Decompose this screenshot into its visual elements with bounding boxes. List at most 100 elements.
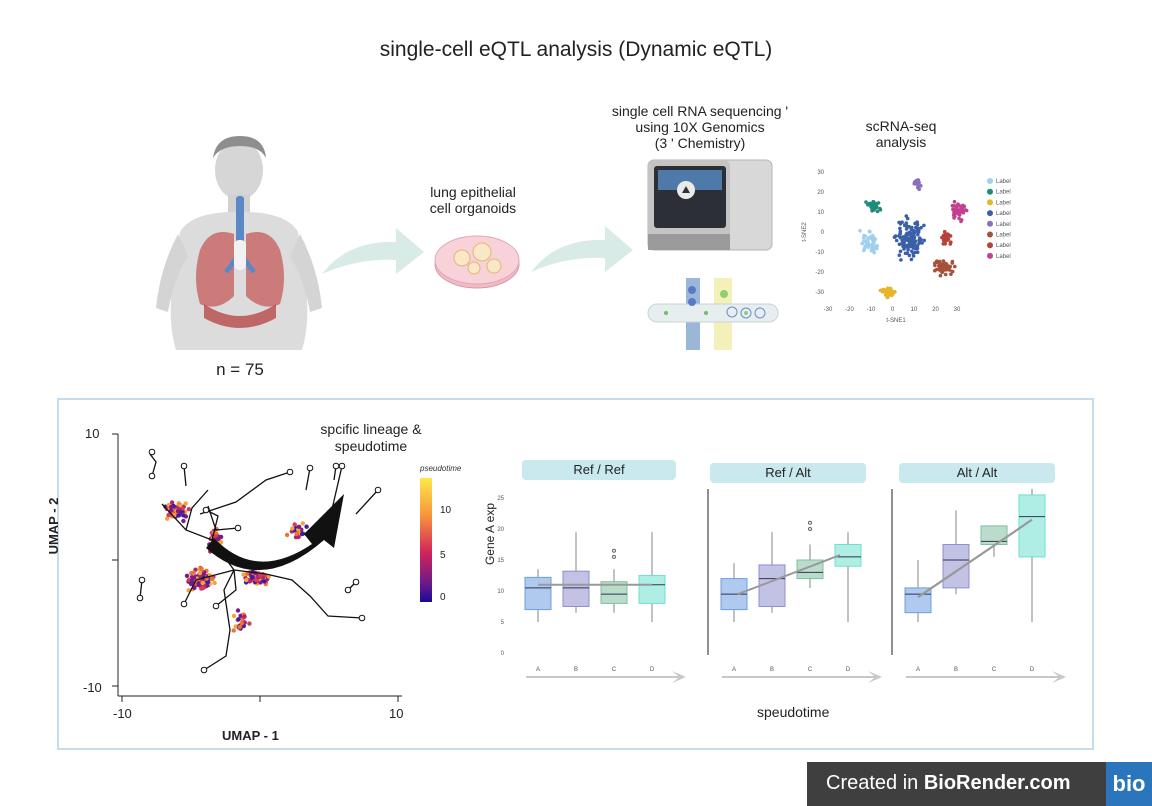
boxplot-ytick: 0 — [501, 651, 505, 657]
biorender-logo: bio — [1106, 762, 1152, 806]
tsne-cell-point — [905, 245, 910, 249]
tsne-cell-point — [885, 295, 890, 300]
tsne-ytick: 10 — [817, 210, 824, 216]
tsne-cell-point — [941, 259, 946, 263]
trajectory-endpoint — [148, 472, 156, 480]
umap-cell-point — [235, 608, 241, 613]
umap-cell-point — [284, 532, 290, 538]
trajectory-endpoint — [344, 586, 352, 594]
umap-xtick-left: -10 — [113, 706, 132, 721]
figure-title: single-cell eQTL analysis (Dynamic eQTL) — [379, 38, 773, 61]
tsne-cell-point — [916, 230, 921, 234]
tsne-cell-point — [870, 208, 874, 213]
tsne-cell-point — [903, 251, 908, 256]
trend-line — [917, 518, 1033, 599]
umap-cell-point — [294, 531, 299, 536]
tsne-cell-point — [898, 222, 903, 226]
tsne-ytick: 0 — [821, 230, 825, 236]
umap-cell-point — [176, 513, 181, 518]
umap-cell-point — [169, 504, 174, 510]
tsne-cell-point — [871, 241, 875, 246]
tsne-cell-point — [904, 214, 909, 218]
colorbar-tick-0: 0 — [440, 592, 446, 603]
tsne-cell-point — [916, 184, 920, 188]
umap-cell-point — [201, 571, 206, 576]
tsne-cell-point — [919, 184, 923, 188]
tsne-cell-point — [907, 253, 912, 258]
tsne-cell-point — [944, 239, 948, 243]
trajectory-branch — [207, 505, 239, 531]
tsne-cell-point — [956, 203, 961, 207]
boxplot-box — [600, 581, 628, 604]
tsne-cell-point — [878, 208, 883, 212]
trajectory-endpoint — [202, 506, 210, 514]
umap-cell-point — [290, 526, 295, 531]
tsne-cell-point — [953, 207, 958, 212]
umap-cell-point — [192, 585, 197, 591]
umap-cell-point — [180, 506, 185, 511]
tsne-cell-point — [937, 264, 941, 268]
tsne-cell-point — [944, 265, 948, 269]
boxplot-box — [834, 544, 862, 567]
umap-cell-point — [250, 575, 255, 580]
umap-cell-point — [244, 571, 250, 576]
umap-cell-point — [210, 576, 215, 582]
boxplot-category-tick: C — [992, 667, 997, 673]
tsne-cell-point — [959, 206, 963, 210]
lineage-trajectory — [136, 448, 382, 674]
biorender-banner[interactable] — [807, 762, 1152, 806]
umap-cell-point — [205, 579, 211, 585]
tsne-cell-point — [915, 246, 920, 251]
tsne-cell-point — [900, 241, 905, 246]
tsne-cell-point — [938, 273, 943, 278]
tsne-cell-point — [916, 232, 920, 237]
tsne-cell-point — [935, 259, 939, 263]
tsne-cell-point — [897, 242, 902, 247]
tsne-legend-label: Label — [996, 243, 1011, 249]
umap-cell-point — [186, 507, 191, 512]
trajectory-endpoint — [180, 600, 188, 608]
tsne-cell-point — [873, 204, 877, 209]
tsne-cell-point — [952, 204, 957, 208]
dynamic-eqtl-panel — [57, 398, 1094, 750]
umap-cell-point — [231, 613, 237, 619]
trajectory-endpoint — [286, 468, 294, 476]
umap-ylabel: UMAP - 2 — [46, 497, 61, 555]
trajectory-endpoint — [338, 462, 346, 470]
umap-cell-point — [247, 579, 253, 584]
pseudotime-arrow-icon — [906, 671, 1066, 683]
tsne-cell-point — [943, 272, 948, 277]
tsne-cell-point — [922, 223, 926, 228]
pseudotime-arrow-icon — [722, 671, 882, 683]
petri-dish-icon — [434, 235, 520, 289]
tsne-cell-point — [914, 221, 918, 225]
tsne-cell-point — [866, 245, 870, 249]
boxplot-ylabel: Gene A exp — [483, 502, 497, 566]
boxplot-category-tick: C — [808, 667, 813, 673]
tsne-xtick: -30 — [824, 307, 833, 313]
boxplot-box — [524, 576, 552, 611]
biorender-text: Created in BioRender.com — [826, 772, 1071, 794]
tsne-ytick: -20 — [815, 270, 824, 276]
tsne-cell-point — [952, 199, 957, 204]
tsne-cell-point — [875, 244, 879, 248]
tsne-cell-point — [866, 203, 870, 207]
tsne-xtick: 30 — [954, 307, 961, 313]
umap-cell-point — [296, 524, 302, 529]
umap-cell-point — [189, 578, 195, 583]
umap-cell-point — [168, 508, 174, 513]
boxplot-box — [562, 570, 590, 608]
lineage-arrow-icon — [206, 494, 344, 571]
tsne-xtick: -10 — [867, 307, 876, 313]
boxplot-ytick: 5 — [501, 620, 505, 626]
outlier-point — [808, 527, 812, 531]
trajectory-branch — [203, 569, 235, 671]
genotype-pill-ref-alt: Ref / Alt — [710, 463, 866, 483]
trajectory-branch — [199, 471, 291, 515]
tsne-cell-point — [872, 236, 877, 241]
colorbar-tick-5: 5 — [440, 550, 446, 561]
tsne-cell-point — [863, 234, 867, 238]
tsne-cell-point — [953, 264, 957, 269]
tsne-cell-point — [959, 219, 963, 224]
tsne-cell-point — [897, 253, 902, 257]
